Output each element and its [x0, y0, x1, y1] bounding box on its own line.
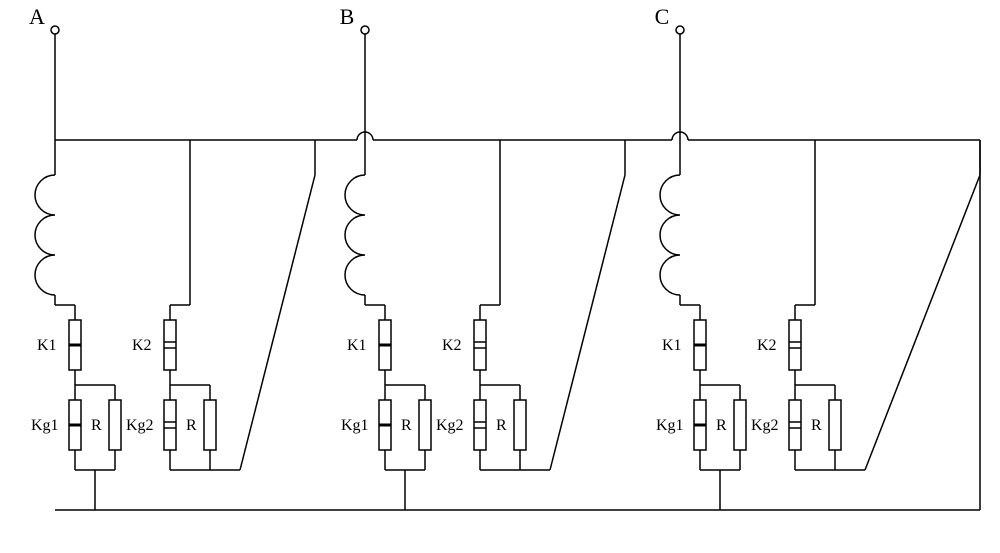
r2-A-label: R: [186, 417, 197, 434]
phase-label-B: B: [340, 4, 355, 29]
k2-B-label: K2: [442, 337, 462, 354]
kg2-C: [789, 400, 801, 450]
terminal-A: [51, 26, 59, 34]
r1-C-label: R: [716, 417, 727, 434]
k2-C: [789, 320, 801, 370]
r2-A: [204, 400, 216, 450]
k2-A-label: K2: [132, 337, 152, 354]
r1-C: [734, 400, 746, 450]
k2-A: [164, 320, 176, 370]
k2-C-label: K2: [757, 337, 777, 354]
diag-C: [865, 175, 980, 470]
k1-A-band: [69, 344, 81, 347]
r2-C-label: R: [811, 417, 822, 434]
k1-B-label: K1: [347, 337, 367, 354]
r1-B: [419, 400, 431, 450]
k2-B: [474, 320, 486, 370]
terminal-B: [361, 26, 369, 34]
r1-A-label: R: [91, 417, 102, 434]
kg1-A-band: [69, 424, 81, 427]
k1-A-label: K1: [37, 337, 57, 354]
k1-C-band: [694, 344, 706, 347]
k1-B-band: [379, 344, 391, 347]
kg1-B-band: [379, 424, 391, 427]
kg1-C-label: Kg1: [656, 417, 684, 434]
kg2-A-label: Kg2: [126, 417, 154, 434]
kg2-B: [474, 400, 486, 450]
phase-label-C: C: [655, 4, 670, 29]
r2-B: [514, 400, 526, 450]
kg2-A: [164, 400, 176, 450]
coil-B: [345, 175, 365, 295]
terminal-C: [676, 26, 684, 34]
coil-A: [35, 175, 55, 295]
kg2-B-label: Kg2: [436, 417, 464, 434]
kg1-A-label: Kg1: [31, 417, 59, 434]
diag-B: [550, 175, 625, 470]
kg1-B-label: Kg1: [341, 417, 369, 434]
diag-A: [240, 175, 315, 470]
r2-C: [829, 400, 841, 450]
phase-label-A: A: [29, 4, 45, 29]
r1-B-label: R: [401, 417, 412, 434]
k1-C-label: K1: [662, 337, 682, 354]
coil-C: [660, 175, 680, 295]
kg2-C-label: Kg2: [751, 417, 779, 434]
r1-A: [109, 400, 121, 450]
r2-B-label: R: [496, 417, 507, 434]
kg1-C-band: [694, 424, 706, 427]
